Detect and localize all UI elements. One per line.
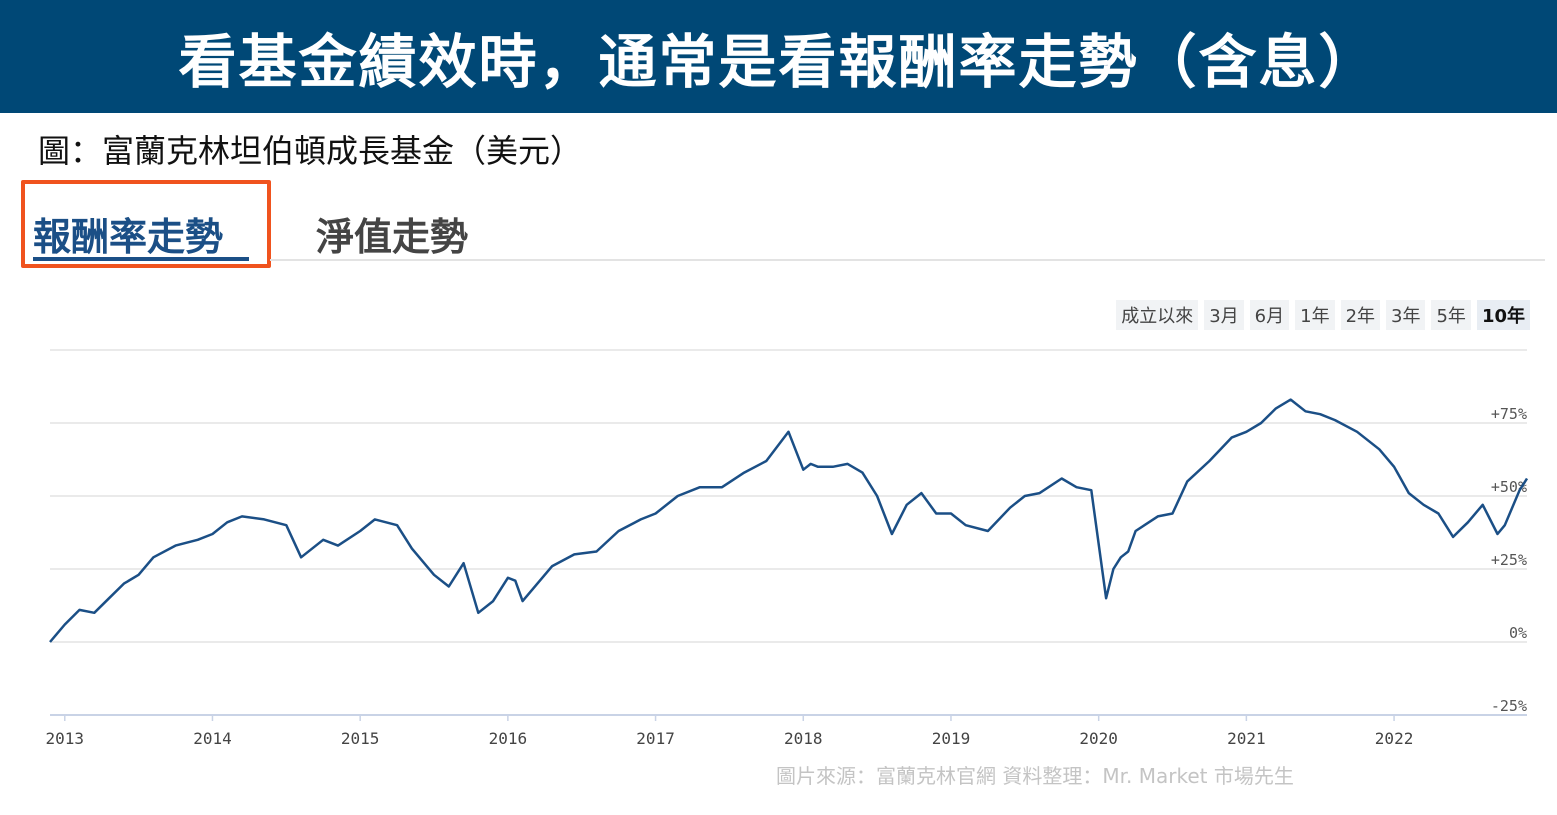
y-tick-label: +75% [1491,405,1527,423]
active-tab-underline [33,257,249,261]
range-button-since-inception[interactable]: 成立以來 [1116,300,1199,330]
x-tick-label: 2015 [341,729,380,748]
range-button-5y[interactable]: 5年 [1431,300,1471,330]
x-tick-label: 2013 [46,729,85,748]
x-tick-label: 2019 [932,729,971,748]
y-tick-label: -25% [1491,697,1527,715]
page-title: 看基金績效時，通常是看報酬率走勢（含息） [178,27,1379,96]
title-banner: 看基金績效時，通常是看報酬率走勢（含息） [0,0,1557,113]
range-button-10y[interactable]: 10年 [1476,300,1530,330]
range-button-3y[interactable]: 3年 [1386,300,1426,330]
source-note: 圖片來源：富蘭克林官網 資料整理：Mr. Market 市場先生 [776,764,1294,788]
figure-caption: 圖：富蘭克林坦伯頓成長基金（美元） [38,132,583,170]
x-tick-label: 2014 [193,729,232,748]
x-tick-label: 2017 [636,729,675,748]
range-button-6m[interactable]: 6月 [1249,300,1290,330]
x-tick-label: 2018 [784,729,823,748]
tab-returns[interactable]: 報酬率走勢 [33,215,224,259]
range-button-2y[interactable]: 2年 [1340,300,1381,330]
y-tick-label: +25% [1491,551,1527,569]
range-button-1y[interactable]: 1年 [1295,300,1335,330]
x-tick-label: 2021 [1227,729,1266,748]
x-tick-label: 2016 [489,729,528,748]
x-tick-label: 2020 [1079,729,1118,748]
tab-divider [270,259,1545,261]
range-selector: 成立以來 3月 6月 1年 2年 3年 5年 10年 [1116,300,1530,330]
series-line [49,398,1529,643]
x-tick-label: 2022 [1375,729,1414,748]
tab-nav[interactable]: 淨值走勢 [316,215,469,259]
return-chart: +75%+50%+25%0%-25%2013 2014 2015 2016 2017 20… [46,349,1529,748]
range-button-3m[interactable]: 3月 [1204,300,1244,330]
tab-highlight-box [21,180,271,268]
y-tick-label: 0% [1509,624,1527,642]
